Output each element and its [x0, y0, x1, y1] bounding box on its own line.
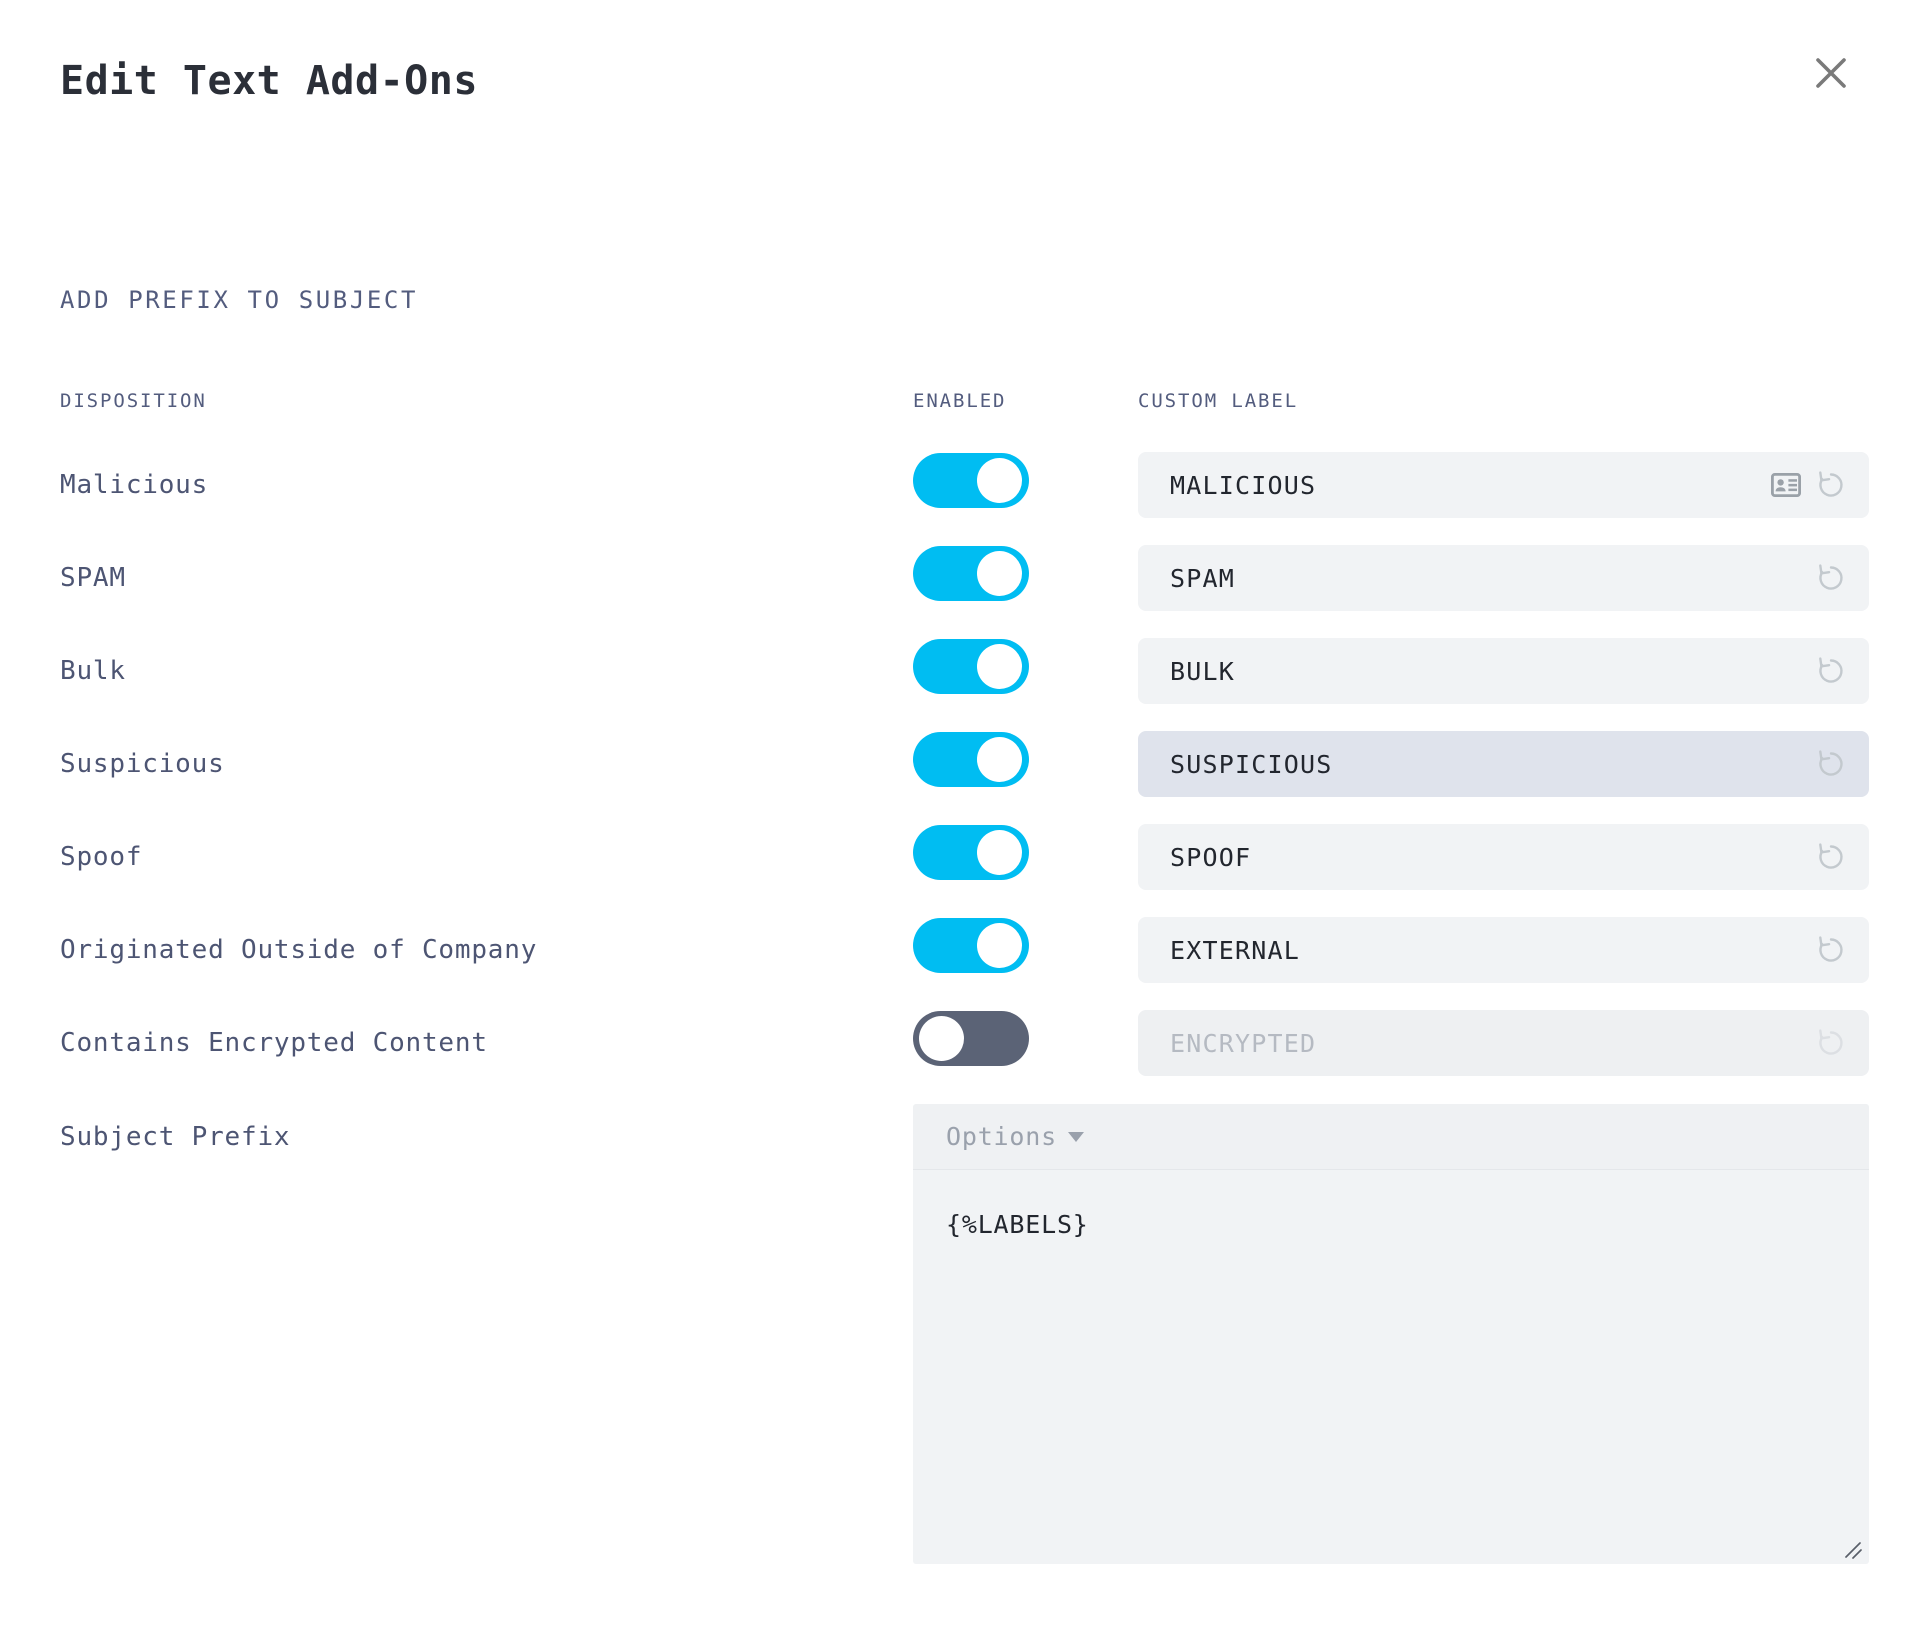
field-icon-group — [1815, 1010, 1847, 1076]
custom-label-input-malicious[interactable]: MALICIOUS — [1138, 452, 1869, 518]
resize-grip-icon[interactable] — [1840, 1537, 1862, 1559]
toggle-knob — [977, 923, 1022, 968]
toggle-knob — [977, 830, 1022, 875]
custom-label-input-suspicious[interactable]: SUSPICIOUS — [1138, 731, 1869, 797]
disposition-label-bulk: Bulk — [60, 656, 126, 686]
custom-label-value: SPOOF — [1170, 842, 1252, 872]
field-icon-group — [1815, 824, 1847, 890]
field-icon-group — [1815, 917, 1847, 983]
toggle-knob — [977, 737, 1022, 782]
disposition-label-suspicious: Suspicious — [60, 749, 225, 779]
column-header-disposition: DISPOSITION — [60, 390, 207, 412]
disposition-label-originated-outside-of-company: Originated Outside of Company — [60, 935, 538, 965]
reset-icon[interactable] — [1815, 841, 1847, 873]
table-row: Malicious MALICIOUS — [0, 452, 1908, 545]
reset-icon[interactable] — [1815, 469, 1847, 501]
field-icon-group — [1815, 545, 1847, 611]
custom-label-input-originated-outside-of-company[interactable]: EXTERNAL — [1138, 917, 1869, 983]
close-button[interactable] — [1800, 42, 1862, 104]
custom-label-input-bulk[interactable]: BULK — [1138, 638, 1869, 704]
custom-label-value: EXTERNAL — [1170, 935, 1301, 965]
custom-label-value: ENCRYPTED — [1170, 1028, 1317, 1058]
table-row: Suspicious SUSPICIOUS — [0, 731, 1908, 824]
reset-icon[interactable] — [1815, 655, 1847, 687]
close-icon — [1814, 56, 1848, 90]
table-row: SPAM SPAM — [0, 545, 1908, 638]
table-row: Contains Encrypted Content ENCRYPTED — [0, 1010, 1908, 1103]
enabled-toggle-contains-encrypted-content[interactable] — [913, 1011, 1029, 1066]
toggle-knob — [919, 1016, 964, 1061]
reset-icon[interactable] — [1815, 562, 1847, 594]
disposition-label-spam: SPAM — [60, 563, 126, 593]
reset-icon[interactable] — [1815, 748, 1847, 780]
custom-label-value: MALICIOUS — [1170, 470, 1317, 500]
toggle-knob — [977, 458, 1022, 503]
reset-icon[interactable] — [1815, 934, 1847, 966]
toggle-knob — [977, 551, 1022, 596]
custom-label-input-spam[interactable]: SPAM — [1138, 545, 1869, 611]
subject-prefix-label: Subject Prefix — [60, 1122, 291, 1152]
toggle-knob — [977, 644, 1022, 689]
custom-label-value: BULK — [1170, 656, 1236, 686]
disposition-label-spoof: Spoof — [60, 842, 143, 872]
column-header-enabled: ENABLED — [913, 390, 1007, 412]
custom-label-input-spoof[interactable]: SPOOF — [1138, 824, 1869, 890]
subject-prefix-editor: Options {%LABELS} — [913, 1104, 1869, 1564]
subject-prefix-textarea[interactable]: {%LABELS} — [913, 1170, 1869, 1564]
column-header-custom-label: CUSTOM LABEL — [1138, 390, 1299, 412]
enabled-toggle-spam[interactable] — [913, 546, 1029, 601]
options-dropdown[interactable]: Options — [946, 1122, 1084, 1151]
enabled-toggle-originated-outside-of-company[interactable] — [913, 918, 1029, 973]
enabled-toggle-suspicious[interactable] — [913, 732, 1029, 787]
field-icon-group — [1815, 638, 1847, 704]
table-row: Originated Outside of Company EXTERNAL — [0, 917, 1908, 1010]
custom-label-value: SUSPICIOUS — [1170, 749, 1333, 779]
table-row: Bulk BULK — [0, 638, 1908, 731]
subject-prefix-value: {%LABELS} — [946, 1210, 1089, 1239]
disposition-label-malicious: Malicious — [60, 470, 209, 500]
disposition-label-contains-encrypted-content: Contains Encrypted Content — [60, 1028, 488, 1058]
contact-card-icon[interactable] — [1771, 473, 1801, 497]
options-dropdown-label: Options — [946, 1122, 1057, 1151]
enabled-toggle-bulk[interactable] — [913, 639, 1029, 694]
field-icon-group — [1771, 452, 1847, 518]
custom-label-value: SPAM — [1170, 563, 1236, 593]
chevron-down-icon — [1067, 1131, 1084, 1142]
table-row: Spoof SPOOF — [0, 824, 1908, 917]
editor-toolbar: Options — [913, 1104, 1869, 1170]
dialog-header: Edit Text Add-Ons — [0, 0, 1908, 150]
field-icon-group — [1815, 731, 1847, 797]
enabled-toggle-spoof[interactable] — [913, 825, 1029, 880]
enabled-toggle-malicious[interactable] — [913, 453, 1029, 508]
disposition-rows: Malicious MALICIOUS SPAM SPAM Bulk BULK Suspic… — [0, 452, 1908, 1103]
section-label-add-prefix: ADD PREFIX TO SUBJECT — [60, 286, 419, 314]
column-headers: DISPOSITION ENABLED CUSTOM LABEL — [0, 390, 1908, 420]
reset-icon — [1815, 1027, 1847, 1059]
custom-label-input-contains-encrypted-content: ENCRYPTED — [1138, 1010, 1869, 1076]
page-title: Edit Text Add-Ons — [60, 58, 478, 104]
